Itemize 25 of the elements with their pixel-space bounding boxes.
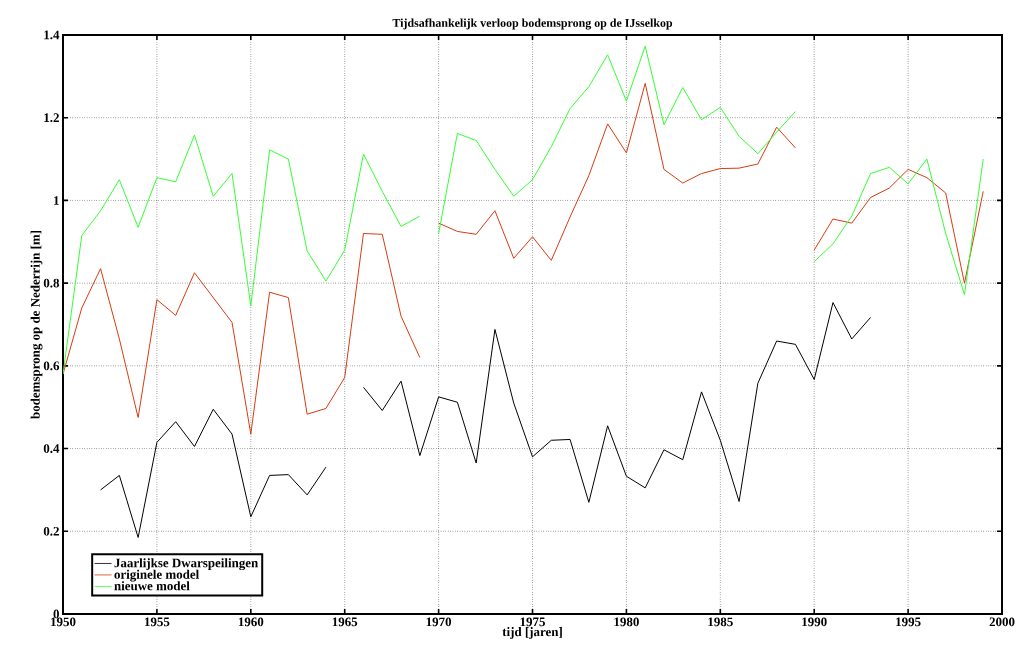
x-tick-label: 1975 <box>520 617 545 627</box>
y-tick-label: 1.2 <box>44 113 59 123</box>
y-tick-label: 0.8 <box>43 278 60 288</box>
legend-label: Jaarlijkse Dwarspeilingen <box>114 558 259 571</box>
x-tick-label: 1995 <box>896 617 921 627</box>
y-axis-title: bodemsprong op de Nederrijn [m] <box>30 230 43 419</box>
x-tick-label: 1980 <box>614 617 639 627</box>
x-tick-label: 2000 <box>989 617 1015 627</box>
y-tick-label: 1.4 <box>44 30 60 40</box>
x-tick-label: 1960 <box>238 617 264 627</box>
x-tick-label: 1985 <box>708 617 733 627</box>
y-tick-label: 1 <box>54 196 59 205</box>
x-tick-label: 1950 <box>51 617 76 627</box>
x-tick-label: 1970 <box>426 617 452 627</box>
y-tick-label: 0.6 <box>43 361 60 371</box>
x-tick-label: 1965 <box>332 617 358 627</box>
x-axis-title: tijd [jaren] <box>502 627 562 639</box>
y-tick-label: 0.2 <box>43 526 59 536</box>
chart-title: Tijdsafhankelijk verloop bodemsprong op de IJsselkop <box>392 18 673 30</box>
y-tick-label: 0 <box>53 609 59 619</box>
legend-label: originele model <box>114 569 199 582</box>
x-tick-label: 1955 <box>144 617 170 627</box>
x-tick-label: 1990 <box>802 617 827 627</box>
legend-label: nieuwe model <box>114 581 190 591</box>
y-tick-label: 0.4 <box>43 444 60 453</box>
